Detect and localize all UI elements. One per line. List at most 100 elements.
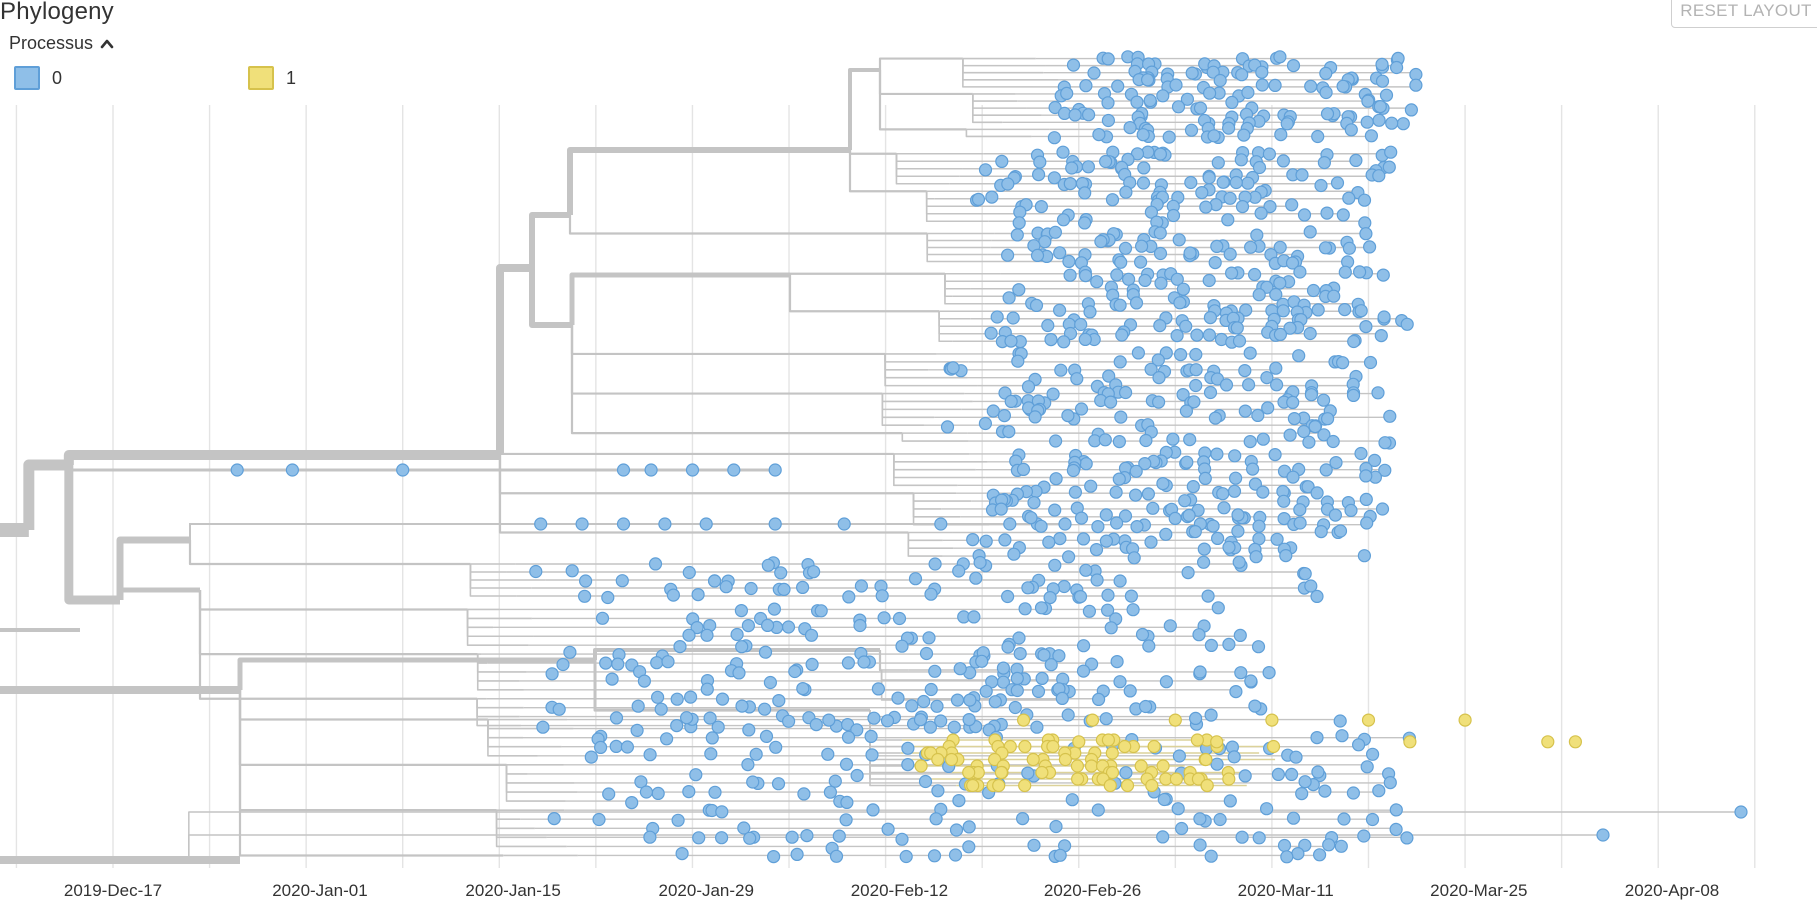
tip-node-0 <box>682 784 696 799</box>
tip-node-0 <box>1208 256 1222 270</box>
tip-node-0 <box>1238 364 1252 378</box>
tip-node-0 <box>1256 485 1270 499</box>
tree-branch <box>962 58 1046 67</box>
tip-node-0 <box>1235 830 1249 844</box>
tip-node-0 <box>1217 501 1231 515</box>
tree-branch <box>469 564 517 597</box>
tip-node-0 <box>814 604 828 618</box>
tip-node-0 <box>1237 128 1251 142</box>
tip-node-0 <box>821 747 835 761</box>
tip-node-0 <box>871 682 886 696</box>
tip-node-0 <box>1202 171 1216 185</box>
tip-node-0 <box>749 747 763 761</box>
tree-branch <box>972 93 1042 117</box>
tip-node-0 <box>1202 328 1217 342</box>
tip-node-0 <box>823 785 838 799</box>
tip-node-0 <box>962 712 976 727</box>
tip-node-0 <box>1255 78 1269 92</box>
tip-node-0 <box>1318 784 1332 798</box>
tip-node-0 <box>1192 628 1206 642</box>
tip-node-0 <box>644 463 658 477</box>
tip-node-0 <box>1372 113 1386 127</box>
x-tick-label: 2020-Jan-01 <box>272 881 367 900</box>
tip-node-0 <box>700 682 714 696</box>
tip-node-0 <box>1134 239 1149 253</box>
tip-node-0 <box>842 590 856 604</box>
tip-node-0 <box>1204 708 1218 722</box>
tree-branch <box>469 564 507 573</box>
tip-node-0 <box>643 830 657 844</box>
tip-node-0 <box>1048 100 1062 115</box>
tip-node-0 <box>1078 332 1092 346</box>
tip-node-0 <box>1074 511 1089 525</box>
tip-node-0 <box>1358 216 1372 230</box>
tip-node-0 <box>788 664 802 679</box>
tip-node-0 <box>1255 65 1269 79</box>
tip-node-0 <box>675 846 689 861</box>
tip-node-0 <box>962 840 976 854</box>
tip-node-0 <box>1308 420 1322 434</box>
tip-node-0 <box>1239 303 1253 317</box>
tip-node-0 <box>1061 708 1075 722</box>
tip-node-0 <box>1336 79 1350 93</box>
tip-node-0 <box>1034 519 1048 533</box>
tip-node-0 <box>1143 93 1157 108</box>
tip-node-0 <box>1273 50 1287 64</box>
tip-node-0 <box>1181 565 1195 580</box>
legend-item-1[interactable]: 1 <box>248 66 296 90</box>
tip-node-0 <box>1105 193 1120 207</box>
tip-node-0 <box>1310 730 1324 745</box>
tip-node-0 <box>1336 208 1350 222</box>
tip-node-0 <box>1342 191 1356 205</box>
tip-node-0 <box>1113 574 1127 588</box>
tree-branch <box>476 698 521 727</box>
tip-node-1 <box>1118 739 1132 754</box>
tip-node-0 <box>1170 329 1184 343</box>
tip-node-0 <box>1035 671 1049 686</box>
legend-item-0[interactable]: 0 <box>14 66 62 90</box>
tip-node-0 <box>744 581 758 596</box>
tip-node-0 <box>1185 66 1199 80</box>
tip-node-1 <box>1134 759 1148 773</box>
legend-label-0: 0 <box>52 67 63 88</box>
reset-layout-button[interactable]: RESET LAYOUT <box>1671 0 1817 28</box>
tip-node-0 <box>1172 233 1186 247</box>
tip-node-0 <box>1102 369 1116 383</box>
tip-node-0 <box>1351 738 1366 752</box>
tip-node-0 <box>853 618 867 633</box>
tip-node-1 <box>1265 713 1279 727</box>
tip-node-0 <box>1295 786 1309 801</box>
tip-node-0 <box>730 627 744 642</box>
tip-node-0 <box>1252 160 1267 175</box>
tip-node-0 <box>1359 492 1373 506</box>
tip-node-0 <box>1074 402 1089 416</box>
legend-title-toggle[interactable]: Processus <box>9 33 114 54</box>
tree-branch <box>188 540 471 566</box>
tip-node-0 <box>1238 404 1252 418</box>
tip-node-0 <box>1198 471 1212 485</box>
tip-node-0 <box>1156 477 1170 491</box>
tip-node-0 <box>892 611 907 626</box>
tree-branch <box>238 690 488 721</box>
tip-node-0 <box>1183 246 1197 260</box>
legend-title-label: Processus <box>9 33 94 53</box>
tip-node-0 <box>735 699 749 713</box>
tip-node-0 <box>1359 227 1373 241</box>
tip-node-0 <box>785 830 799 844</box>
tip-node-0 <box>1151 395 1166 409</box>
tip-node-1 <box>914 759 928 773</box>
tip-node-0 <box>1320 412 1335 426</box>
tree-branch <box>895 153 950 185</box>
tip-node-0 <box>1297 208 1312 222</box>
tip-node-0 <box>1311 129 1325 144</box>
tree-branch <box>893 453 958 487</box>
tip-node-0 <box>971 192 986 206</box>
tip-node-0 <box>1286 470 1300 484</box>
tip-node-0 <box>1203 385 1218 400</box>
tip-node-0 <box>1084 479 1098 493</box>
tip-node-0 <box>1053 848 1067 862</box>
tip-node-0 <box>1016 462 1031 476</box>
tip-node-0 <box>630 723 644 738</box>
panel-title: Phylogeny <box>0 0 114 25</box>
